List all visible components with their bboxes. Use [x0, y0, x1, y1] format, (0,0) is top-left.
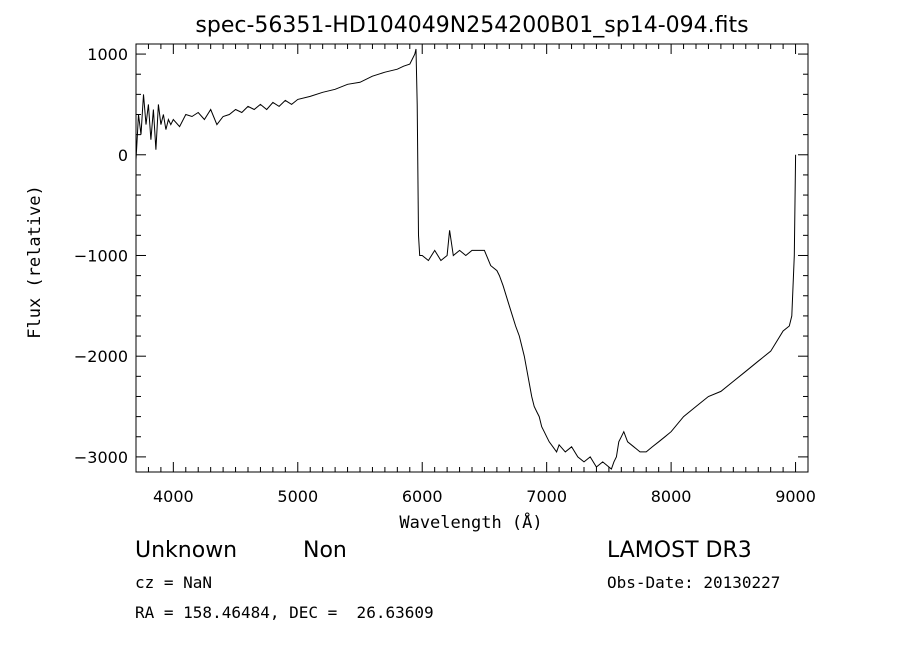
y-tick-label: −2000 [74, 347, 128, 366]
plot-frame [135, 43, 809, 473]
chart-title: spec-56351-HD104049N254200B01_sp14-094.f… [195, 13, 748, 38]
obs-date: Obs-Date: 20130227 [607, 573, 781, 592]
object-subclass: Non [303, 538, 347, 563]
y-axis-label: Flux (relative) [25, 185, 45, 339]
redshift-value: cz = NaN [135, 573, 213, 592]
object-class: Unknown [135, 538, 238, 563]
x-tick-label: 7000 [526, 487, 567, 506]
coordinates: RA = 158.46484, DEC = 26.63609 [135, 603, 434, 622]
y-tick-label: −1000 [74, 246, 128, 265]
x-tick-label: 9000 [775, 487, 816, 506]
y-tick-label: −3000 [74, 448, 128, 467]
y-axis: 1000 0 −1000 −2000 −3000 [74, 45, 808, 467]
x-tick-label: 8000 [651, 487, 692, 506]
x-tick-label: 4000 [153, 487, 194, 506]
plot-border [135, 43, 809, 473]
x-tick-label: 5000 [277, 487, 318, 506]
y-tick-label: 0 [118, 146, 128, 165]
y-tick-label: 1000 [87, 45, 128, 64]
x-tick-label: 6000 [402, 487, 443, 506]
survey-name: LAMOST DR3 [607, 538, 752, 563]
spectrum-line [135, 48, 797, 470]
x-axis: 4000 5000 6000 7000 8000 9000 [135, 44, 816, 506]
x-axis-label: Wavelength (Å) [399, 511, 542, 533]
